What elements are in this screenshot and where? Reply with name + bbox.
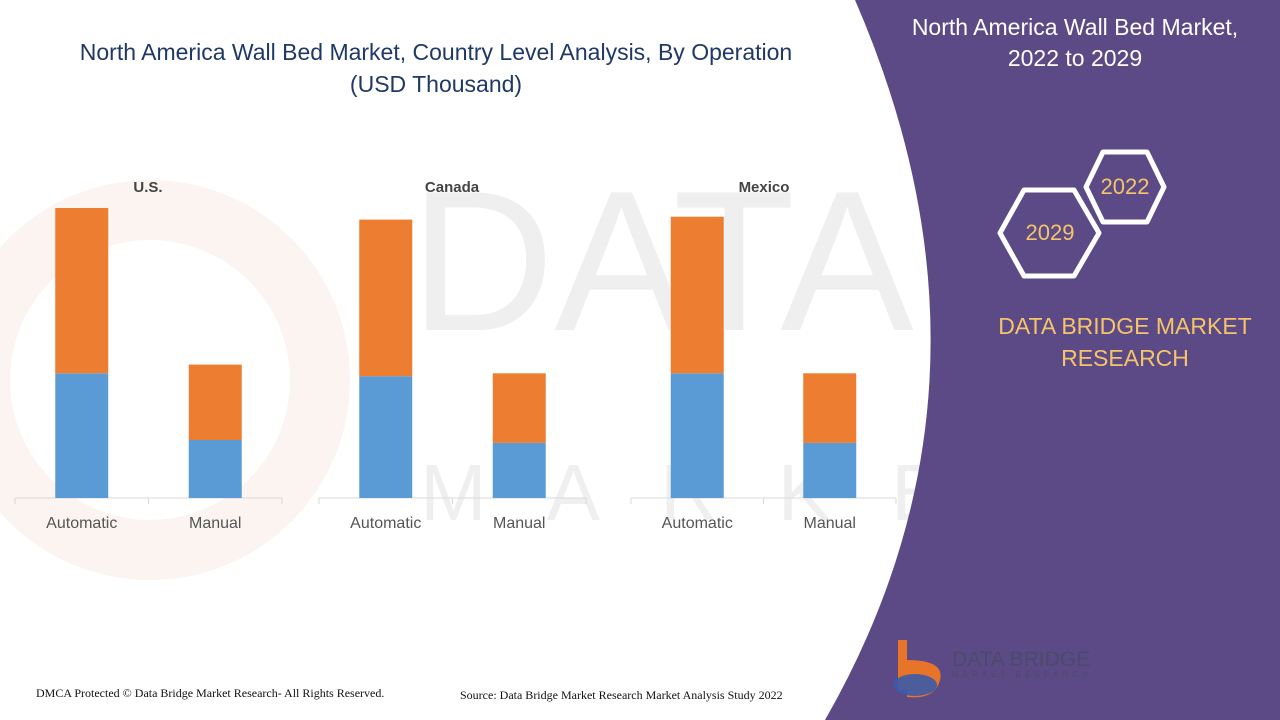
chart-title-us: U.S. [133, 179, 162, 196]
logo-text: DATA BRIDGE MARKET RESEARCH [952, 648, 1092, 679]
chart-title-line1: North America Wall Bed Market, Country L… [79, 39, 793, 65]
brand-line1: DATA BRIDGE MARKET [998, 313, 1252, 339]
hex-year-2022: 2022 [1100, 174, 1150, 199]
chart-title-canada: Canada [425, 179, 480, 196]
hexagon-2029-icon [997, 187, 1102, 279]
logo-mark-icon [893, 640, 941, 698]
right-panel [825, 0, 1280, 720]
footer-copyright: DMCA Protected © Data Bridge Market Rese… [36, 686, 385, 700]
bar-manual-series-1 [188, 440, 242, 498]
brand-name: DATA BRIDGE MARKET RESEARCH [975, 310, 1275, 374]
bar-automatic-series-2 [359, 219, 413, 377]
bar-manual-series-2 [188, 364, 242, 440]
chart-title-line2: (USD Thousand) [349, 71, 523, 97]
category-label-automatic: Automatic [662, 515, 733, 532]
hex-year-2029: 2029 [1025, 220, 1075, 245]
category-label-automatic: Automatic [46, 515, 117, 532]
bar-automatic-series-1 [55, 373, 109, 498]
bar-automatic-series-2 [670, 216, 724, 374]
panel-title: North America Wall Bed Market, 2022 to 2… [885, 12, 1265, 74]
bar-manual-series-2 [492, 373, 546, 443]
category-label-automatic: Automatic [350, 515, 421, 532]
chart-title: North America Wall Bed Market, Country L… [30, 36, 842, 100]
hexagon-2022-icon [1083, 149, 1167, 225]
bar-automatic-series-2 [55, 208, 109, 374]
category-label-manual: Manual [493, 515, 545, 532]
logo-line2: MARKET RESEARCH [952, 670, 1092, 679]
footer-source: Source: Data Bridge Market Research Mark… [460, 688, 783, 702]
category-label-manual: Manual [804, 515, 856, 532]
panel-title-line2: 2022 to 2029 [1007, 45, 1143, 71]
bar-automatic-series-1 [670, 373, 724, 498]
brand-line2: RESEARCH [1061, 345, 1189, 371]
category-label-manual: Manual [189, 515, 241, 532]
bar-manual-series-1 [492, 442, 546, 498]
bar-automatic-series-1 [359, 376, 413, 498]
panel-title-line1: North America Wall Bed Market, [911, 14, 1239, 40]
bar-manual-series-1 [803, 442, 857, 498]
chart-title-mexico: Mexico [739, 179, 790, 196]
charts-area: U.S. Automatic Manual Canada Automatic Manual… [14, 179, 897, 532]
logo-line1: DATA BRIDGE [952, 648, 1091, 671]
bar-manual-series-2 [803, 373, 857, 443]
